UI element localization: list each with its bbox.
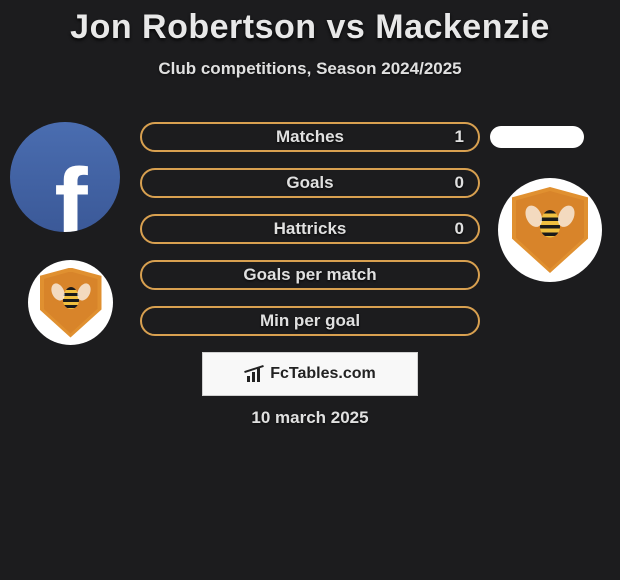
stat-row-goals: Goals 0 — [140, 168, 480, 198]
wasp-icon — [534, 210, 567, 250]
stats-panel: Matches 1 Goals 0 Hattricks 0 Goals per … — [140, 122, 480, 352]
player1-club-badge[interactable] — [28, 260, 113, 345]
stat-value: 0 — [455, 219, 464, 239]
wasp-icon — [58, 287, 84, 319]
stat-label: Hattricks — [142, 219, 478, 239]
player2-club-badge[interactable] — [498, 178, 602, 282]
stat-row-gpm: Goals per match — [140, 260, 480, 290]
page-title: Jon Robertson vs Mackenzie — [0, 0, 620, 47]
subtitle: Club competitions, Season 2024/2025 — [0, 59, 620, 79]
chart-icon — [244, 366, 264, 382]
stat-row-mpg: Min per goal — [140, 306, 480, 336]
stat-row-hattricks: Hattricks 0 — [140, 214, 480, 244]
attribution-text: FcTables.com — [270, 365, 376, 383]
date-label: 10 march 2025 — [0, 408, 620, 428]
stat-label: Min per goal — [142, 311, 478, 331]
attribution-badge[interactable]: FcTables.com — [202, 352, 418, 396]
club-shield-icon — [40, 268, 102, 338]
stat-label: Goals per match — [142, 265, 478, 285]
stat-label: Goals — [142, 173, 478, 193]
facebook-icon[interactable] — [10, 122, 120, 232]
stat-value: 0 — [455, 173, 464, 193]
stat-value: 1 — [455, 127, 464, 147]
player2-photo-placeholder — [490, 126, 584, 148]
stat-label: Matches — [142, 127, 478, 147]
club-shield-icon — [512, 187, 588, 273]
stat-row-matches: Matches 1 — [140, 122, 480, 152]
